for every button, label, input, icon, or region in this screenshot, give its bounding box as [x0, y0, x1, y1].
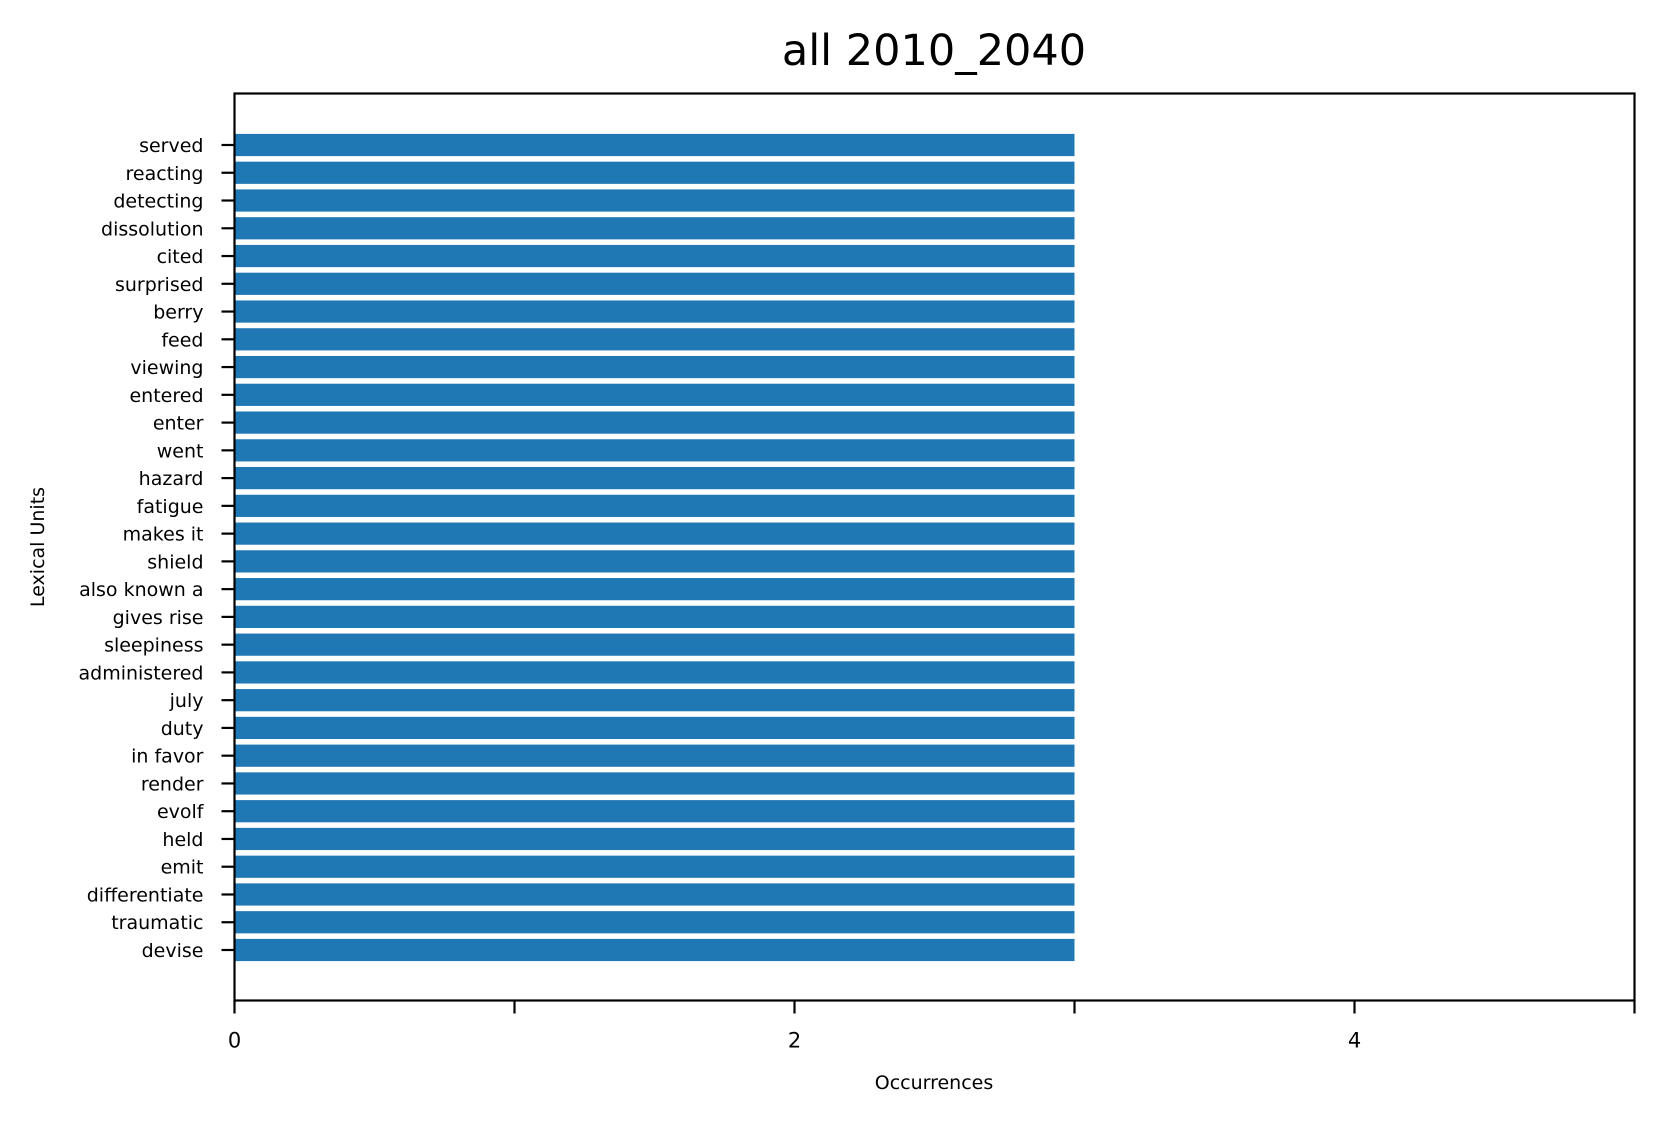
y-tick-label: viewing	[130, 357, 203, 379]
bar-served	[234, 133, 1075, 157]
bar-makes-it	[234, 522, 1075, 545]
y-tick-label: traumatic	[111, 912, 203, 934]
bar-duty	[234, 716, 1075, 740]
y-tick-label: administered	[79, 662, 204, 684]
y-tick-label: devise	[142, 940, 204, 962]
bar-feed	[234, 328, 1075, 351]
x-axis: 0 2 4	[228, 1000, 1636, 1053]
y-tick-label: entered	[129, 385, 203, 407]
y-tick-label: makes it	[123, 524, 204, 546]
bar-differentiate	[234, 883, 1075, 906]
y-tick-label: berry	[153, 302, 203, 324]
bar-shield	[234, 550, 1075, 573]
bar-traumatic	[234, 911, 1075, 934]
y-tick-label: in favor	[131, 746, 204, 768]
y-tick-label: july	[169, 690, 204, 712]
y-axis-label: Lexical Units	[27, 487, 49, 607]
x-tick-label: 4	[1348, 1029, 1361, 1053]
bar-enter	[234, 411, 1075, 434]
y-tick-label: dissolution	[101, 218, 203, 240]
y-axis: served reacting detecting dissolution cited s…	[79, 135, 235, 962]
y-tick-label: evolf	[157, 801, 205, 823]
y-tick-label: render	[141, 773, 204, 795]
bar-held	[234, 827, 1075, 851]
y-tick-label: differentiate	[87, 884, 204, 906]
y-tick-label: went	[157, 440, 204, 462]
bar-sleepiness	[234, 633, 1075, 656]
bar-in-favor	[234, 744, 1075, 767]
bar-also-known-a	[234, 578, 1075, 601]
y-tick-label: detecting	[113, 191, 203, 213]
bars-group	[234, 133, 1075, 962]
bar-entered	[234, 383, 1075, 406]
bar-evolf	[234, 800, 1075, 823]
y-tick-label: reacting	[125, 163, 203, 185]
bar-july	[234, 689, 1075, 712]
bar-emit	[234, 855, 1075, 878]
bar-viewing	[234, 355, 1075, 379]
bar-berry	[234, 300, 1075, 323]
bar-hazard	[234, 467, 1075, 490]
bar-went	[234, 439, 1075, 462]
y-tick-label: feed	[161, 329, 203, 351]
bar-dissolution	[234, 217, 1075, 240]
y-tick-label: duty	[161, 718, 204, 740]
bar-render	[234, 772, 1075, 795]
plot-area-frame	[233, 92, 1636, 1002]
y-tick-label: sleepiness	[104, 635, 203, 657]
y-tick-label: gives rise	[113, 607, 204, 629]
x-axis-label: Occurrences	[875, 1072, 994, 1094]
bar-devise	[234, 938, 1075, 962]
chart-title: all 2010_2040	[782, 26, 1086, 76]
y-tick-label: shield	[147, 551, 203, 573]
bar-reacting	[234, 161, 1075, 184]
y-tick-label: hazard	[139, 468, 204, 490]
bar-surprised	[234, 272, 1075, 295]
y-tick-label: cited	[157, 246, 204, 268]
bar-gives-rise	[234, 605, 1075, 628]
bar-administered	[234, 661, 1075, 684]
x-tick-label: 0	[228, 1029, 241, 1053]
x-tick-label: 2	[788, 1029, 801, 1053]
y-tick-label: served	[139, 135, 203, 157]
y-tick-label: surprised	[115, 274, 204, 296]
y-tick-label: emit	[161, 857, 204, 879]
y-tick-label: held	[162, 829, 203, 851]
y-tick-label: enter	[153, 413, 204, 435]
y-tick-label: also known a	[79, 579, 203, 601]
bar-detecting	[234, 189, 1075, 212]
bar-cited	[234, 244, 1075, 268]
y-tick-label: fatigue	[137, 496, 204, 518]
bar-fatigue	[234, 494, 1075, 517]
